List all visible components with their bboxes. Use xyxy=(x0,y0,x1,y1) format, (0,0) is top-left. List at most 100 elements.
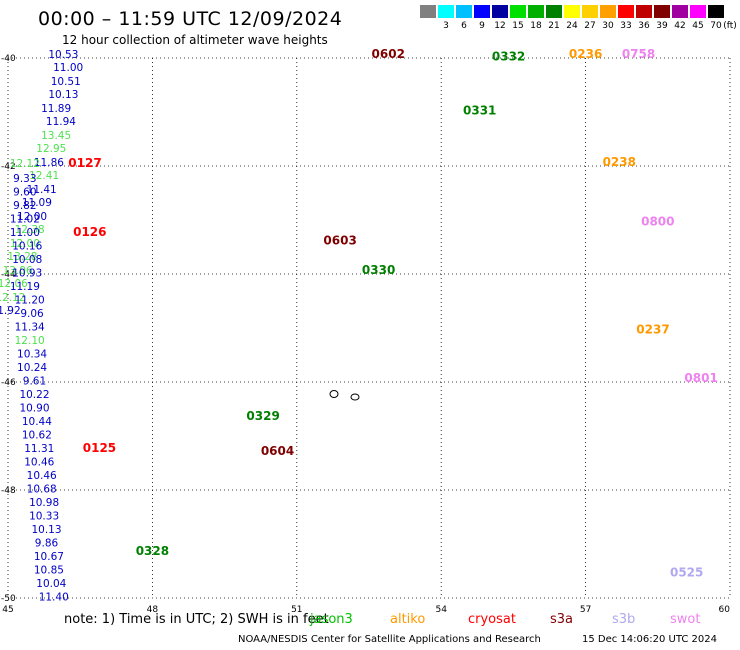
wave-height-value: 10.53 xyxy=(48,49,78,61)
wave-height-value: 9.06 xyxy=(20,308,44,320)
colorbar-swatch xyxy=(708,5,724,18)
pass-time-label: 0237 xyxy=(636,322,669,336)
wave-height-value: 11.00 xyxy=(10,227,40,239)
colorbar-swatch xyxy=(690,5,706,18)
wave-height-value: 10.46 xyxy=(24,457,54,469)
satellite-s3a: s3a xyxy=(550,612,574,627)
wave-height-value: 10.44 xyxy=(22,416,52,428)
wave-height-value: 12.10 xyxy=(15,335,45,347)
wave-height-value: 10.68 xyxy=(27,484,57,496)
lat-tick-label: -46 xyxy=(1,378,16,388)
colorbar-swatch xyxy=(438,5,454,18)
lon-tick-label: 45 xyxy=(2,605,13,615)
wave-height-value: 10.51 xyxy=(51,76,81,88)
wave-height-value: 10.98 xyxy=(29,497,59,509)
wave-height-value: 10.04 xyxy=(36,578,66,590)
colorbar-swatch xyxy=(672,5,688,18)
wave-height-value: 9.82 xyxy=(13,200,36,212)
wave-height-value: 12.95 xyxy=(36,143,66,155)
footer-timestamp: 15 Dec 14:06:20 UTC 2024 xyxy=(582,634,717,645)
wave-height-value: 11.00 xyxy=(53,62,83,74)
colorbar-swatch xyxy=(582,5,598,18)
pass-time-label: 0602 xyxy=(372,47,405,61)
wave-height-value: 10.22 xyxy=(19,389,49,401)
colorbar-label: 15 xyxy=(512,21,524,31)
pass-time-label: 0127 xyxy=(68,156,101,170)
pass-time-label: 0126 xyxy=(73,225,106,239)
pass-time-label: 0332 xyxy=(492,50,525,64)
pass-time-label: 0604 xyxy=(261,444,294,458)
wave-height-value: 12.00 xyxy=(10,238,40,250)
wave-height-value: 12.06 xyxy=(0,278,28,290)
colorbar-label: 39 xyxy=(656,21,668,31)
wave-height-value: 9.86 xyxy=(35,538,59,550)
wave-height-value: 12.38 xyxy=(15,224,45,236)
lat-tick-label: -44 xyxy=(1,270,16,280)
lat-tick-label: -50 xyxy=(1,594,16,604)
pass-time-label: 0331 xyxy=(463,104,496,118)
wave-height-value: 10.85 xyxy=(34,565,64,577)
satellite-cryosat: cryosat xyxy=(468,612,516,627)
pass-time-label: 0330 xyxy=(362,263,395,277)
satellite-s3b: s3b xyxy=(612,612,636,627)
wave-height-value: 10.34 xyxy=(17,349,47,361)
colorbar-swatch xyxy=(528,5,544,18)
colorbar-swatch xyxy=(564,5,580,18)
colorbar-swatch xyxy=(600,5,616,18)
pass-time-label: 0800 xyxy=(641,214,674,228)
wave-height-value: 10.93 xyxy=(12,268,42,280)
wave-height-value: 11.34 xyxy=(15,322,45,334)
wave-height-points: 10.5311.0010.5110.1311.8911.9413.4512.95… xyxy=(0,49,83,604)
wave-height-value: 11.19 xyxy=(10,281,40,293)
page-title: 00:00 – 11:59 UTC 12/09/2024 xyxy=(38,8,343,30)
pass-time-label: 0238 xyxy=(603,155,636,169)
wave-height-value: 11.02 xyxy=(10,214,40,226)
page-subtitle: 12 hour collection of altimeter wave hei… xyxy=(62,33,328,47)
island-shape xyxy=(329,390,339,398)
colorbar-label: 70 xyxy=(710,21,722,31)
axis-ticks: 45 48 51 54 57 60 -40 -42 -44 -46 -48 -50 xyxy=(1,54,730,615)
wave-height-value: 11.86 xyxy=(34,157,64,169)
colorbar-label: 33 xyxy=(620,21,632,31)
colorbar-swatch xyxy=(618,5,634,18)
pass-time-label: 0328 xyxy=(136,544,169,558)
pass-time-label: 0758 xyxy=(622,47,655,61)
colorbar-label: 12 xyxy=(494,21,506,31)
wave-height-value: 9.61 xyxy=(23,376,46,388)
island-outlines xyxy=(329,390,360,401)
lon-tick-label: 54 xyxy=(435,605,447,615)
island-shape xyxy=(350,393,360,401)
colorbar-label: 24 xyxy=(566,21,578,31)
lat-tick-label: -48 xyxy=(1,486,16,496)
pass-time-label: 0603 xyxy=(323,233,356,247)
wave-height-value: 9.33 xyxy=(13,173,36,185)
colorbar-swatch xyxy=(420,5,436,18)
colorbar-label: 9 xyxy=(479,21,485,31)
satellite-altiko: altiko xyxy=(390,612,426,627)
wave-height-value: 10.13 xyxy=(31,524,61,536)
colorbar-label: 21 xyxy=(548,21,560,31)
wave-height-value: 11.40 xyxy=(39,592,69,604)
wave-height-value: 10.46 xyxy=(27,470,57,482)
colorbar-swatch xyxy=(456,5,472,18)
colorbar-swatch xyxy=(510,5,526,18)
colorbar-label: 42 xyxy=(674,21,686,31)
wave-height-value: 11.89 xyxy=(41,103,71,115)
wave-height-value: 9.60 xyxy=(13,187,36,199)
colorbar-label: 18 xyxy=(530,21,542,31)
footnote: note: 1) Time is in UTC; 2) SWH is in fe… xyxy=(64,612,329,627)
colorbar-swatch xyxy=(474,5,490,18)
wave-height-value: 10.62 xyxy=(22,430,52,442)
colorbar-label: 36 xyxy=(638,21,650,31)
wave-height-value: 10.33 xyxy=(29,511,59,523)
colorbar-unit: (ft) xyxy=(723,21,737,31)
wave-height-value: 10.16 xyxy=(12,241,42,253)
pass-time-label: 0236 xyxy=(569,47,602,61)
wave-height-value: 10.08 xyxy=(12,254,42,266)
pass-labels: 0127 0126 0125 0602 0603 0604 0332 0331 0330 0329… xyxy=(68,47,718,579)
lon-tick-label: 48 xyxy=(147,605,159,615)
footer-credit: NOAA/NESDIS Center for Satellite Applica… xyxy=(238,634,541,645)
wave-height-value: 12.41 xyxy=(29,170,59,182)
